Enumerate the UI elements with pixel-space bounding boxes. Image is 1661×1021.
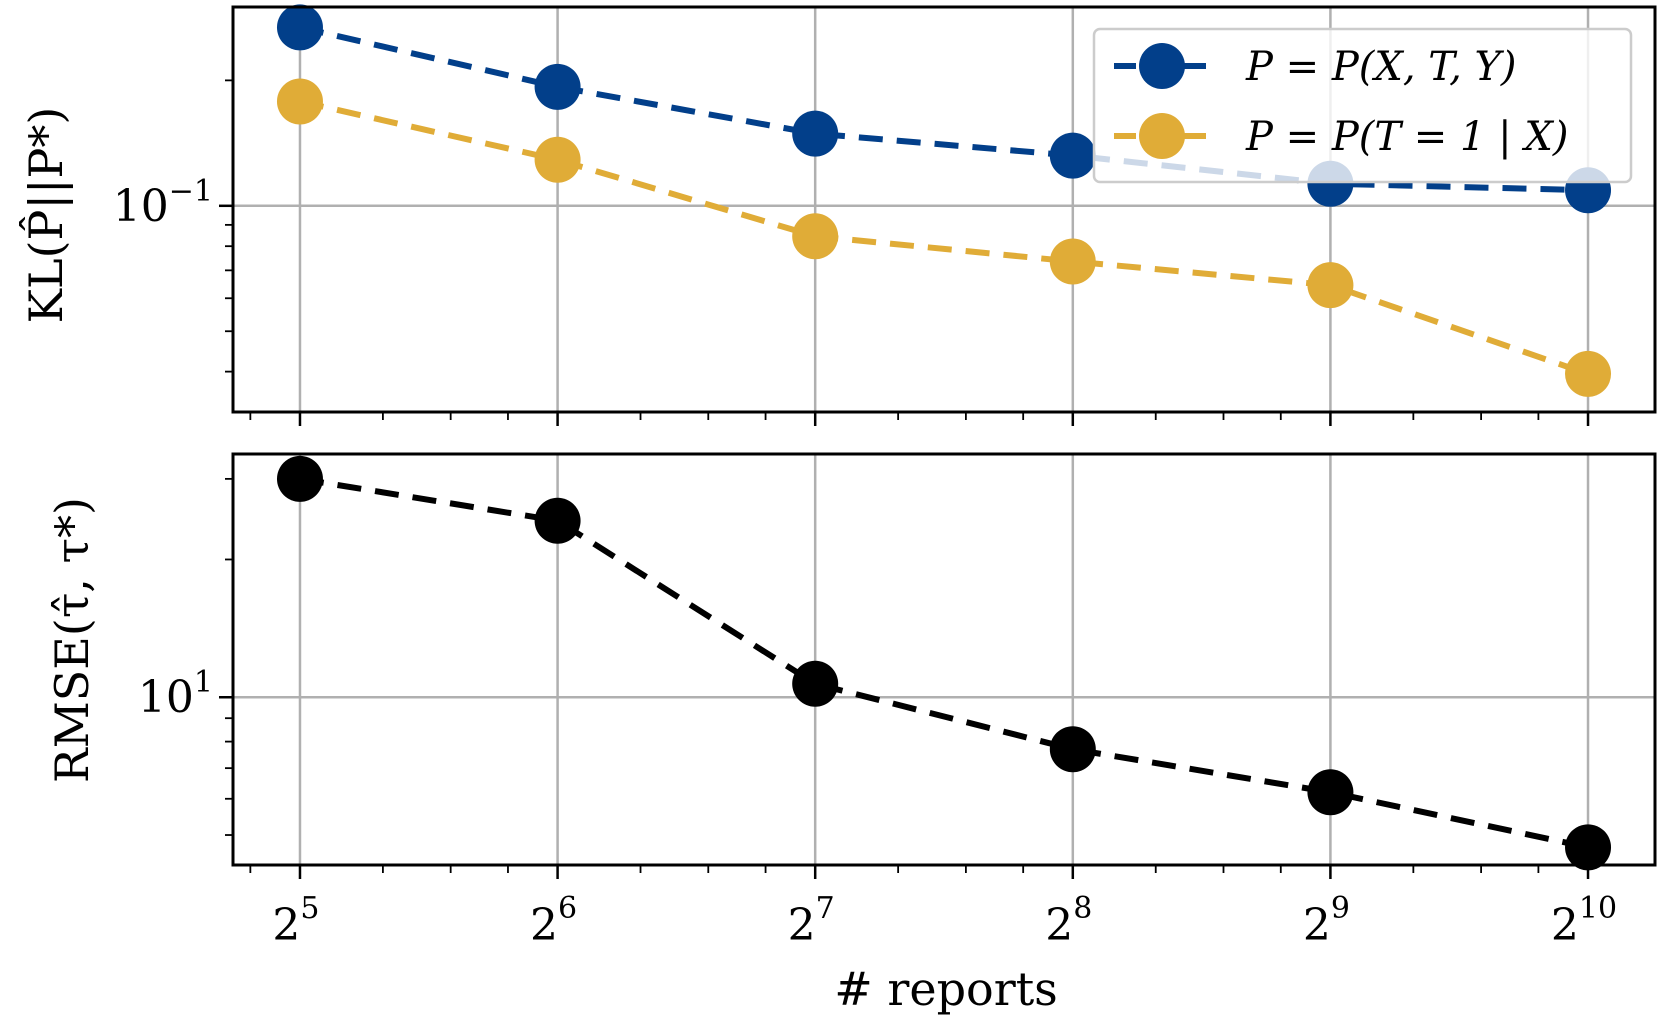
bottom-series-1-point <box>1565 824 1612 871</box>
x-tick-label: 27 <box>788 891 835 951</box>
top-series-1-point <box>276 4 323 51</box>
x-tick-label: 210 <box>1551 891 1617 951</box>
top-series-1-point <box>1049 132 1096 179</box>
bottom-series-1-point <box>276 455 323 502</box>
top-series-2-point <box>1049 238 1096 285</box>
top-y-axis-label: KL(P̂||P*) <box>19 107 73 324</box>
bottom-series-1-point <box>1049 726 1096 773</box>
top-series-2-point <box>276 78 323 125</box>
legend: P = P(X, T, Y) P = P(T = 1 | X) <box>1092 27 1633 184</box>
bottom-series-1-line <box>299 475 1589 851</box>
bottom-axes-frame <box>231 452 1657 867</box>
bottom-panel: 101 25 26 27 28 29 210 <box>138 452 1657 951</box>
x-axis-label: # reports <box>834 962 1058 1016</box>
legend-marker-series-1 <box>1139 43 1185 89</box>
bottom-series-1-point <box>1307 769 1354 816</box>
bottom-y-tick-label: 101 <box>138 665 213 723</box>
bottom-series-1-point <box>792 660 839 707</box>
top-series-2-point <box>1307 262 1354 309</box>
legend-label-series-1: P = P(X, T, Y) <box>1245 44 1517 90</box>
top-axes-frame <box>231 5 1657 414</box>
top-series-1-line <box>299 24 1589 194</box>
top-series-1-point <box>534 63 581 110</box>
top-series-2-point <box>534 136 581 183</box>
top-series-2-point <box>792 213 839 260</box>
x-tick-label: 25 <box>272 891 319 951</box>
bottom-series-1-point <box>534 497 581 544</box>
x-tick-label: 28 <box>1045 891 1092 951</box>
bottom-y-axis-label: RMSE(τ̂, τ*) <box>45 497 99 783</box>
legend-marker-series-2 <box>1139 113 1185 159</box>
top-series-2-point <box>1565 350 1612 397</box>
legend-label-series-2: P = P(T = 1 | X) <box>1245 114 1568 160</box>
x-tick-label: 29 <box>1303 891 1350 951</box>
top-series-2-line <box>299 98 1589 377</box>
legend-frame <box>1092 27 1633 184</box>
top-series-1-point <box>792 110 839 157</box>
top-y-tick-label: 10−1 <box>113 174 213 232</box>
x-tick-label: 26 <box>530 891 577 951</box>
